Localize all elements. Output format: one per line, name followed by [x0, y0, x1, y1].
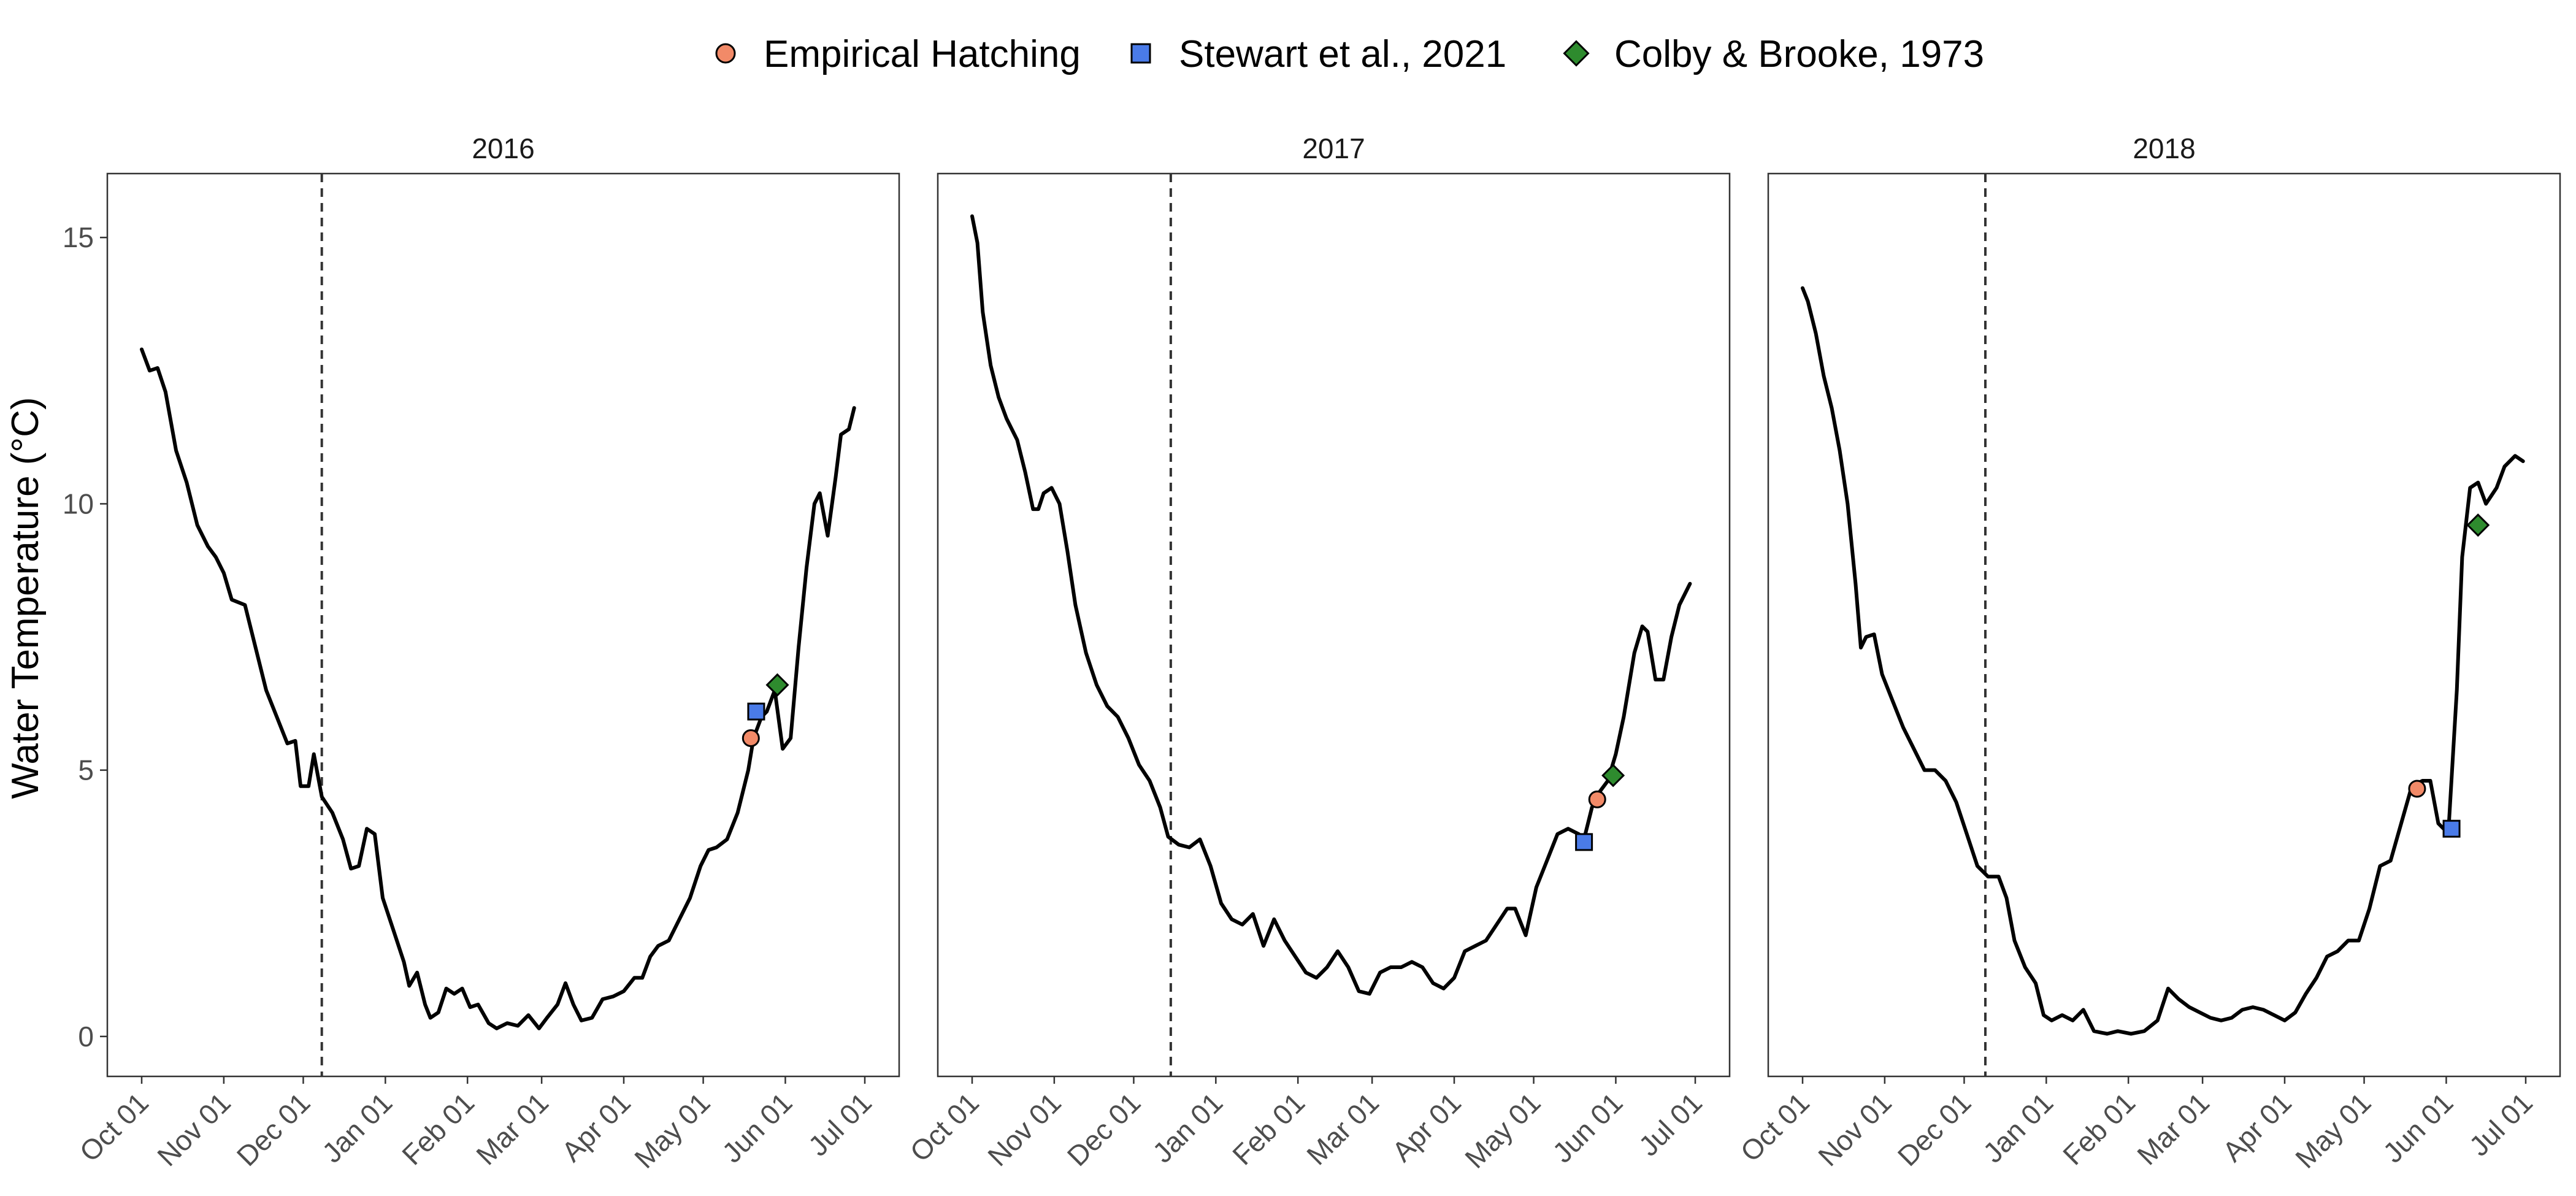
x-tick-label: Nov 01 — [1812, 1086, 1898, 1172]
legend-key-diamond — [1563, 40, 1590, 67]
marker-empirical-hatching — [742, 729, 760, 748]
x-tick-label: Jun 01 — [2377, 1086, 2459, 1168]
legend-item-colby-brooke-1973: Colby & Brooke, 1973 — [1563, 33, 1984, 75]
x-tick-label: Jun 01 — [1546, 1086, 1628, 1168]
x-tick-label: Oct 01 — [903, 1086, 985, 1168]
x-tick-label: Jan 01 — [1146, 1086, 1229, 1168]
plot-area — [106, 172, 900, 1078]
panel-title: 2017 — [1302, 132, 1365, 164]
marker-stewart-et-al-2021 — [1575, 833, 1593, 851]
marker-colby-brooke-1973 — [1601, 764, 1625, 788]
y-axis-label: Water Temperature (°C) — [4, 397, 47, 799]
x-tick-label: Dec 01 — [231, 1086, 316, 1172]
x-tick-label: Jan 01 — [316, 1086, 398, 1168]
legend-key-circle — [715, 43, 736, 64]
x-tick-label: Jul 01 — [2463, 1086, 2539, 1162]
panel-title: 2016 — [472, 132, 534, 164]
panel-title: 2018 — [2133, 132, 2195, 164]
legend-label: Colby & Brooke, 1973 — [1614, 33, 1984, 75]
x-tick-label: Jul 01 — [1633, 1086, 1709, 1162]
plot-area — [1767, 172, 2561, 1078]
x-tick-label: Oct 01 — [1734, 1086, 1815, 1168]
x-tick-label: Apr 01 — [2216, 1086, 2298, 1168]
x-tick-label: Mar 01 — [470, 1086, 554, 1171]
x-tick-label: May 01 — [1459, 1086, 1546, 1174]
x-tick-label: May 01 — [628, 1086, 716, 1174]
temperature-line — [1801, 286, 2525, 1036]
x-tick-label: Feb 01 — [396, 1086, 480, 1171]
legend-label: Empirical Hatching — [764, 33, 1081, 75]
x-tick-label: Nov 01 — [151, 1086, 237, 1172]
legend-key-square — [1130, 43, 1151, 64]
marker-colby-brooke-1973 — [765, 673, 789, 697]
plot-area — [937, 172, 1731, 1078]
x-tick-label: Apr 01 — [1386, 1086, 1467, 1168]
marker-colby-brooke-1973 — [2466, 513, 2490, 537]
marker-stewart-et-al-2021 — [747, 702, 765, 721]
x-tick-label: Feb 01 — [1226, 1086, 1311, 1171]
y-tick-label: 15 — [63, 221, 94, 253]
x-tick-label: Mar 01 — [2131, 1086, 2215, 1171]
legend-item-stewart-et-al-2021: Stewart et al., 2021 — [1130, 33, 1506, 75]
marker-empirical-hatching — [2408, 780, 2426, 798]
x-tick-label: Nov 01 — [981, 1086, 1067, 1172]
x-tick-label: Apr 01 — [555, 1086, 637, 1168]
legend: Empirical Hatching Stewart et al., 2021 Co… — [715, 33, 1984, 75]
marker-empirical-hatching — [1588, 790, 1606, 808]
x-tick-label: Jul 01 — [802, 1086, 878, 1162]
marker-stewart-et-al-2021 — [2442, 819, 2461, 838]
legend-label: Stewart et al., 2021 — [1179, 33, 1506, 75]
x-tick-label: Mar 01 — [1300, 1086, 1385, 1171]
y-tick-label: 0 — [78, 1021, 94, 1052]
x-tick-label: Dec 01 — [1061, 1086, 1147, 1172]
x-tick-label: Feb 01 — [2057, 1086, 2141, 1171]
x-tick-label: Jan 01 — [1977, 1086, 2059, 1168]
x-tick-label: Dec 01 — [1892, 1086, 1977, 1172]
x-tick-label: Jun 01 — [716, 1086, 798, 1168]
x-tick-label: May 01 — [2289, 1086, 2377, 1174]
x-tick-label: Oct 01 — [73, 1086, 155, 1168]
y-tick-label: 10 — [63, 488, 94, 519]
y-tick-label: 5 — [78, 754, 94, 786]
legend-item-empirical-hatching: Empirical Hatching — [715, 33, 1081, 75]
temperature-line — [970, 214, 1692, 996]
